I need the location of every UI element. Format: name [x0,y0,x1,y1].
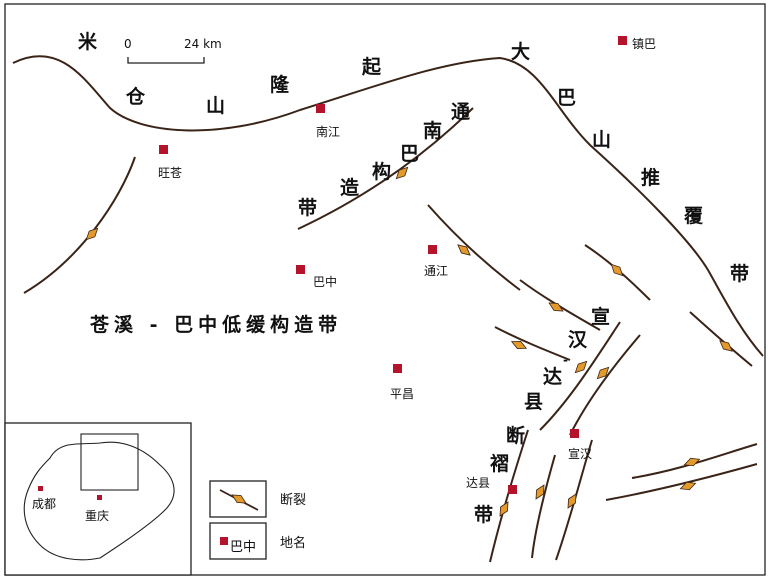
city-bazhong: 巴中 [313,274,337,289]
xuanhan-char: 褶 [490,452,509,475]
tongnanba-char: 通 [451,101,471,123]
city-marker-bazhong [296,265,305,274]
fault-xuanhan-1 [539,321,621,431]
city-xuanhan: 宣汉 [568,446,592,461]
fault-xuanhan-2 [569,334,641,436]
dabashan-char: 覆 [683,205,704,227]
city-marker-nanjiang [316,104,325,113]
inset-chongqing: 重庆 [85,509,109,523]
dabashan-char: 巴 [557,87,576,109]
legend-place-symbol [220,537,228,545]
city-marker-wangcang [159,145,168,154]
tongnanba-char: 南 [423,120,442,142]
tongnanba-char: 造 [340,176,360,199]
city-markers [159,36,627,494]
micang-char: 隆 [270,73,290,96]
city-daxian: 达县 [466,476,490,490]
legend-place-box [209,522,267,560]
city-marker-zhenba [618,36,627,45]
dabashan-char: 大 [511,40,530,63]
scale-start: 0 [124,37,132,51]
fault-e2 [519,279,601,331]
legend-place-label: 地名 [280,535,306,551]
micang-char: 米 [78,30,98,53]
dabashan-char: 山 [592,129,611,151]
label-cangxi-bazhong-belt: 苍溪 - 巴中低缓构造带 [89,313,342,336]
city-tongjiang: 通江 [424,264,448,278]
inset-chengdu: 成都 [32,497,56,511]
city-marker-tongjiang [428,245,437,254]
legend-fault-label: 断裂 [280,493,306,508]
inset-marker-chongqing [97,495,102,500]
city-pingchang: 平昌 [390,387,414,401]
fault-markers [85,166,733,517]
inset-outline [23,441,175,561]
xuanhan-char: 带 [474,504,493,526]
dabashan-char: 带 [730,263,749,285]
legend: 断裂 巴中 地名 [209,480,306,560]
label-xuanhan-daxian-belt: 宣 汉 - 达 县 断 褶 带 [474,305,610,526]
xuanhan-char: 汉 [568,329,588,351]
inset-map: 成都 重庆 [4,422,192,576]
inset-study-area [80,433,139,491]
city-nanjiang: 南江 [316,124,340,139]
label-micang-uplift: 米 仓 山 隆 起 [78,30,382,117]
fault-e4 [494,326,571,361]
scale-end: 24 km [184,37,222,51]
city-marker-pingchang [393,364,402,373]
label-dabashan-nappe: 大 巴 山 推 覆 带 [511,40,749,285]
city-wangcang: 旺苍 [158,166,182,180]
city-marker-daxian [508,485,517,494]
fault-daxian-1 [489,429,529,563]
fault-tongjiang [427,204,521,291]
tongnanba-char: 构 [372,160,391,183]
fault-wangcang [23,156,136,294]
xuanhan-char: 宣 [591,305,610,328]
fault-se2 [605,463,758,501]
label-tongnanba-belt: 通 南 巴 构 造 带 [298,101,471,219]
scale-bar: 0 24 km [124,37,222,64]
fault-se1 [631,443,758,479]
xuanhan-char: 达 [543,365,562,388]
inset-marker-chengdu [38,486,43,491]
fault-daxian-2 [531,454,556,559]
xuanhan-char: 断 [506,424,525,447]
map-frame [4,3,766,576]
xuanhan-char: - [563,353,568,367]
micang-dabashan-boundary [12,55,764,357]
tongnanba-char: 巴 [400,143,419,165]
city-zhenba: 镇巴 [632,37,656,51]
micang-char: 起 [361,56,382,78]
legend-place-sample: 巴中 [230,540,256,555]
micang-char: 山 [206,95,225,117]
fault-tongnanba [297,107,474,230]
micang-char: 仓 [125,85,146,108]
city-labels: 镇巴 南江 旺苍 通江 巴中 平昌 宣汉 达县 [158,37,656,490]
xuanhan-char: 县 [524,391,543,413]
fault-e3 [689,311,753,367]
legend-fault-symbol [231,494,247,504]
city-marker-xuanhan [570,429,579,438]
tongnanba-char: 带 [298,197,317,219]
dabashan-char: 推 [641,166,660,189]
